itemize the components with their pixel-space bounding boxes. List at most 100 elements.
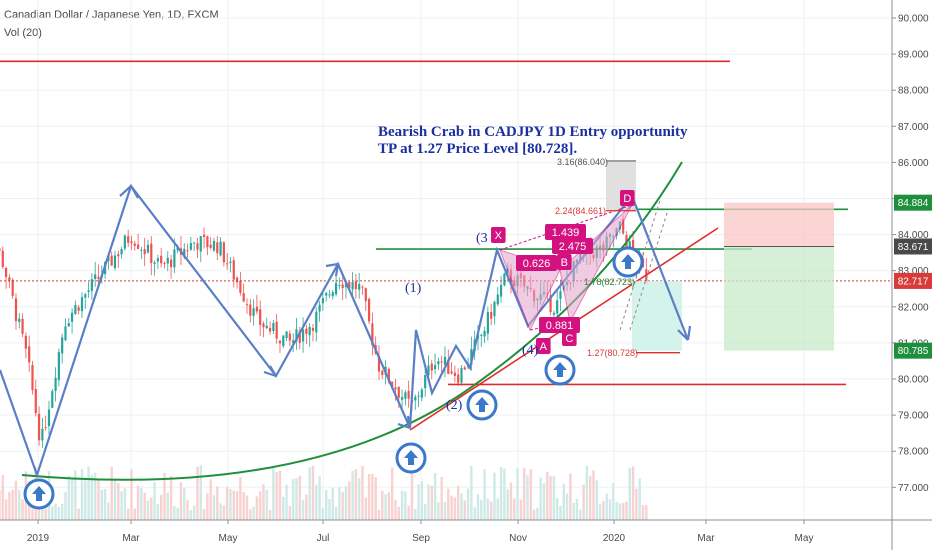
y-tick-label: 80.000 <box>898 375 929 386</box>
candle-body <box>54 377 57 391</box>
candle-body <box>239 280 242 293</box>
y-tick-label: 90.000 <box>898 14 929 25</box>
price-label-text: 83.671 <box>898 242 929 253</box>
candle-body <box>4 267 8 278</box>
volume-bar <box>189 509 193 520</box>
annotation-line-1: Bearish Crab in CADJPY 1D Entry opportun… <box>378 124 688 140</box>
volume-bar <box>70 477 74 520</box>
candle-body <box>173 249 176 268</box>
point-b-label-bg <box>557 254 572 270</box>
x-tick-label: Mar <box>122 533 140 544</box>
candle-body <box>229 261 232 263</box>
volume-bar <box>311 465 315 520</box>
candle-body <box>110 255 113 266</box>
volume-bar <box>470 465 473 520</box>
volume-bar <box>282 496 285 520</box>
drawings: X A B C D 0.626 0.881 1.439 2.475 (1) (2) (3 (4) 3.16… <box>0 60 892 510</box>
candle-body <box>136 244 140 249</box>
candle-body <box>255 306 258 312</box>
volume-bar <box>417 484 420 520</box>
volume-bar <box>476 494 480 520</box>
volume-bar <box>625 501 628 520</box>
candle-body <box>64 326 67 341</box>
volume-bar <box>156 504 160 520</box>
candle-body <box>11 279 14 296</box>
volume-bar <box>628 467 631 520</box>
fib-label-127: 1.27(80.728) <box>587 348 638 358</box>
volume-bar <box>235 491 239 520</box>
y-tick-label: 84.000 <box>898 230 929 241</box>
ratio-cd-bg <box>552 238 593 254</box>
candle-body <box>377 355 381 372</box>
candle-body <box>242 293 245 302</box>
buy-marker-jan2020-arrow <box>621 254 635 269</box>
candle-body <box>338 285 341 287</box>
candle-body <box>430 363 433 371</box>
candle-body <box>34 389 37 414</box>
candle-body <box>308 326 311 336</box>
volume-bar <box>159 494 163 520</box>
volume-bar <box>166 492 169 520</box>
volume-bar <box>60 503 64 520</box>
volume-bar <box>605 493 608 520</box>
candle-body <box>407 390 410 399</box>
arrow-head <box>130 185 139 199</box>
pattern-xd <box>499 204 633 251</box>
volume-bar <box>526 475 529 520</box>
volume-bar <box>80 469 84 520</box>
volume-bar <box>532 509 536 520</box>
volume-bar <box>229 489 232 520</box>
candle-body <box>361 286 364 288</box>
volume-bar <box>176 507 179 520</box>
volume-bar <box>90 474 94 520</box>
candle-body <box>387 368 390 383</box>
volume-bar <box>473 507 476 520</box>
volume-bar <box>645 505 648 520</box>
y-tick-label: 87.000 <box>898 122 929 133</box>
volume-bar <box>225 486 229 520</box>
volume-bar <box>305 494 308 520</box>
candle-body <box>156 258 159 262</box>
volume-bar <box>440 476 443 520</box>
price-label-badge <box>894 194 932 211</box>
volume-bar <box>443 502 447 520</box>
candle-body <box>549 295 552 313</box>
candle-body <box>262 323 265 328</box>
volume-bar <box>11 489 14 520</box>
volume-bars <box>0 465 648 520</box>
volume-bar <box>315 484 318 520</box>
volume-bar <box>506 489 509 520</box>
volume-bar <box>130 469 133 520</box>
buy-marker-nov-arrow <box>553 362 567 377</box>
volume-bar <box>258 491 262 520</box>
candle-body <box>265 325 268 329</box>
volume-bar <box>420 481 424 520</box>
arrow-head <box>406 415 412 429</box>
y-tick-label: 86.000 <box>898 158 929 169</box>
point-a-label-bg <box>536 338 551 354</box>
candle-body <box>443 356 447 365</box>
volume-bar <box>621 502 625 520</box>
candle-body <box>28 346 31 363</box>
volume-bar <box>212 495 216 520</box>
candle-body <box>94 274 97 279</box>
candle-body <box>130 241 133 244</box>
volume-bar <box>364 497 367 520</box>
volume-bar <box>1 475 4 520</box>
buy-marker-sep-arrow <box>475 397 489 412</box>
point-a-label: A <box>540 341 548 353</box>
volume-bar <box>64 491 67 520</box>
volume-bar <box>179 482 183 520</box>
volume-bar <box>268 509 272 520</box>
volume-bar <box>575 499 579 520</box>
volume-bar <box>123 488 127 520</box>
candle-body <box>84 294 87 298</box>
buy-marker-sep <box>466 389 498 421</box>
volume-bar <box>453 497 457 520</box>
y-tick-label: 77.000 <box>898 483 929 494</box>
y-tick-label: 83.000 <box>898 266 929 277</box>
volume-bar <box>348 481 351 520</box>
volume-bar <box>433 472 437 520</box>
volume-bar <box>173 506 176 520</box>
